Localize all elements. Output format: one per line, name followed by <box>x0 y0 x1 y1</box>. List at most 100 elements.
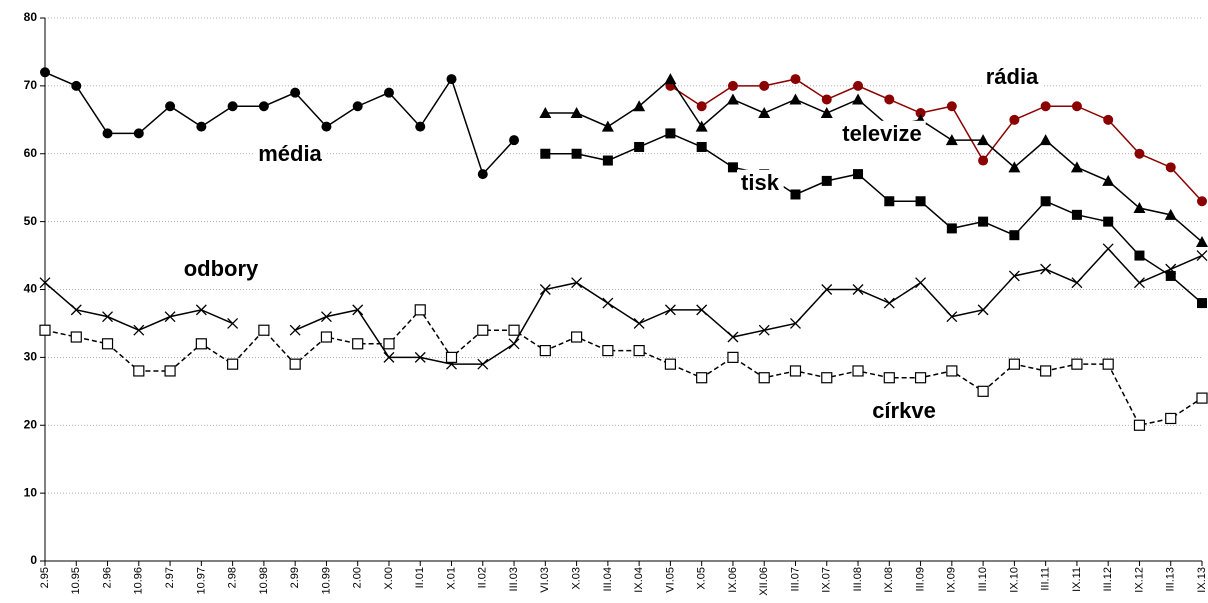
line <box>44 71 515 176</box>
x-tick-label: 10.99 <box>320 567 332 595</box>
marker <box>1134 250 1145 261</box>
marker <box>71 80 82 91</box>
marker <box>571 148 582 159</box>
marker <box>1040 365 1052 377</box>
y-tick-label: 70 <box>24 78 38 92</box>
marker <box>915 196 926 207</box>
line <box>545 132 1203 304</box>
x-tick-label: III.07 <box>789 567 801 591</box>
marker <box>1164 208 1177 220</box>
marker <box>634 141 645 152</box>
marker <box>852 93 865 105</box>
marker <box>133 128 144 139</box>
line <box>44 308 1203 427</box>
marker <box>320 331 333 343</box>
marker <box>508 338 520 350</box>
marker <box>852 284 864 295</box>
marker <box>946 223 957 234</box>
marker <box>1071 277 1083 289</box>
marker <box>696 141 707 152</box>
series <box>665 74 1207 207</box>
marker <box>852 365 864 377</box>
y-tick-label: 0 <box>30 553 37 567</box>
x-tick-label: 10.97 <box>195 567 207 595</box>
marker <box>258 324 270 336</box>
x-tick-label: IX.10 <box>1008 567 1020 593</box>
marker <box>821 94 832 105</box>
marker <box>195 338 207 350</box>
marker <box>40 67 50 78</box>
marker <box>70 304 82 316</box>
marker <box>977 134 990 146</box>
y-tick-label: 50 <box>24 214 38 228</box>
x-tick-label: 10.98 <box>258 567 270 595</box>
marker <box>1102 243 1114 255</box>
x-tick-label: III.04 <box>602 567 614 591</box>
marker <box>758 372 770 384</box>
marker <box>633 344 645 357</box>
series-label: odbory <box>184 256 259 281</box>
marker <box>1103 114 1114 125</box>
x-tick-label: IX.09 <box>946 567 958 593</box>
marker <box>539 344 551 357</box>
marker <box>289 324 301 336</box>
x-tick-label: IX.12 <box>1133 567 1145 593</box>
marker <box>1165 412 1177 425</box>
y-tick-label: 40 <box>24 282 38 296</box>
x-tick-label: 2.95 <box>39 567 51 588</box>
marker <box>1196 250 1208 262</box>
series-label: média <box>258 141 322 166</box>
marker <box>820 107 833 119</box>
marker <box>164 311 176 323</box>
marker <box>853 169 864 180</box>
marker <box>258 101 269 112</box>
x-tick-label: 10.96 <box>133 567 145 595</box>
x-tick-label: IX.04 <box>633 567 645 593</box>
marker <box>915 277 927 289</box>
marker <box>1196 235 1208 247</box>
y-tick-label: 10 <box>24 485 38 499</box>
marker <box>320 311 332 323</box>
marker <box>665 128 676 139</box>
y-tick-label: 20 <box>24 417 38 431</box>
label-background <box>838 120 926 146</box>
marker <box>539 107 552 119</box>
marker <box>1197 298 1207 309</box>
marker <box>133 324 145 336</box>
marker <box>1103 216 1114 227</box>
marker <box>227 358 239 370</box>
x-tick-label: 2.00 <box>352 567 364 588</box>
marker <box>696 101 707 112</box>
marker <box>726 93 739 105</box>
line <box>669 78 1203 202</box>
marker <box>414 304 426 316</box>
marker <box>946 365 958 377</box>
marker <box>477 169 488 180</box>
marker <box>790 189 801 200</box>
marker <box>1197 196 1207 207</box>
marker <box>196 121 207 132</box>
label-background <box>254 140 327 166</box>
x-tick-label: II.02 <box>477 567 489 588</box>
y-tick-label: 80 <box>24 10 38 24</box>
marker <box>1040 196 1051 207</box>
marker <box>883 372 895 384</box>
x-tick-label: IX.11 <box>1071 567 1083 592</box>
marker <box>945 134 958 146</box>
marker <box>1009 114 1020 125</box>
x-tick-label: IX.06 <box>727 567 739 593</box>
marker <box>821 372 833 384</box>
marker <box>1134 277 1145 289</box>
x-tick-label: III.12 <box>1102 567 1114 591</box>
marker <box>1071 209 1082 220</box>
marker <box>759 80 770 91</box>
marker <box>39 277 51 289</box>
marker <box>414 351 426 363</box>
marker <box>978 216 989 227</box>
marker <box>789 93 802 105</box>
marker <box>1070 161 1083 173</box>
marker <box>70 331 82 343</box>
x-tick-label: 2.98 <box>227 567 239 588</box>
x-tick-label: III.09 <box>914 567 926 591</box>
marker <box>227 101 238 112</box>
